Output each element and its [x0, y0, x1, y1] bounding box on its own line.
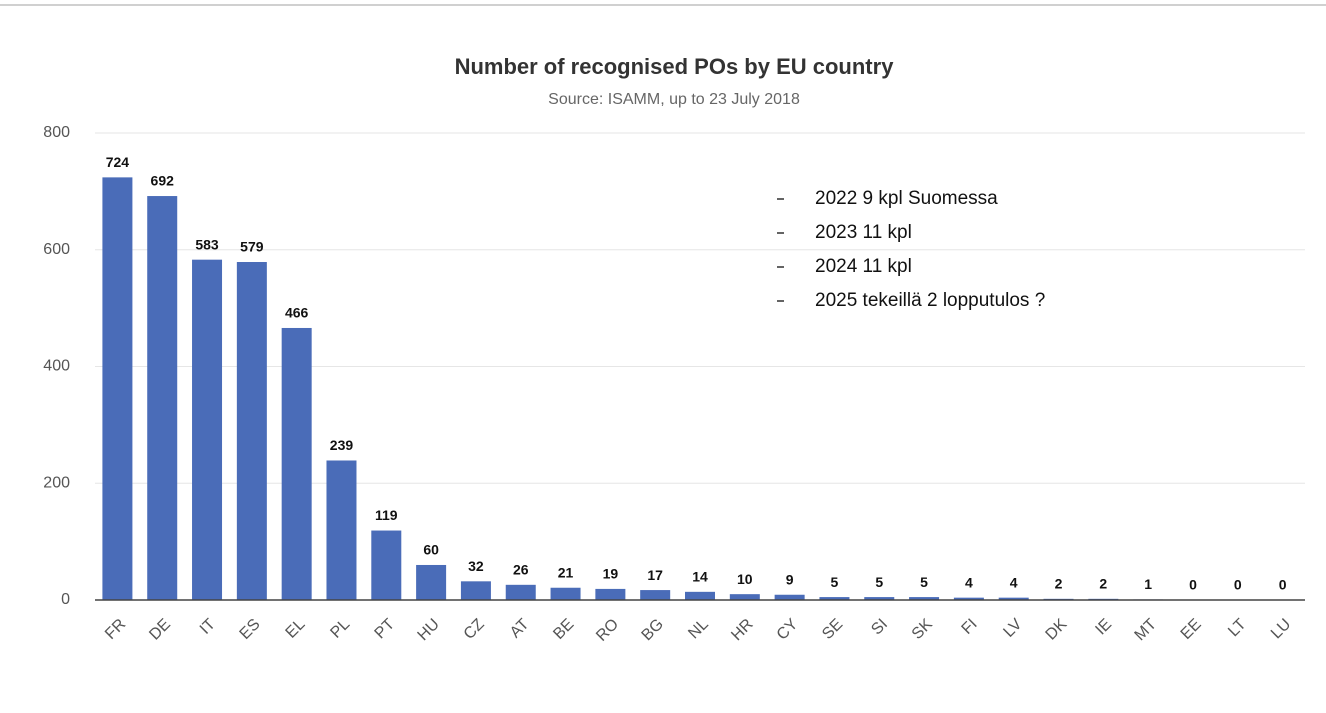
bar — [729, 594, 760, 600]
x-tick-label: ES — [237, 616, 264, 643]
x-tick-label: FR — [102, 616, 129, 643]
value-label: 239 — [330, 437, 354, 453]
bar — [102, 177, 133, 601]
x-tick-label: LU — [1268, 616, 1294, 642]
x-tick-label: HU — [415, 616, 443, 644]
value-label: 0 — [1234, 577, 1242, 593]
annotation: 2022 9 kpl Suomessa — [815, 188, 998, 209]
value-label: 32 — [468, 558, 484, 574]
y-tick-label: 800 — [43, 124, 70, 141]
value-label: 583 — [195, 236, 219, 252]
value-label: 21 — [558, 564, 574, 580]
value-label: 4 — [1010, 574, 1018, 590]
x-tick-label: IE — [1092, 616, 1115, 639]
value-label: 0 — [1189, 577, 1197, 593]
annotation: 2024 11 kpl — [815, 256, 912, 277]
x-tick-label: PL — [327, 616, 353, 642]
x-tick-label: NL — [685, 616, 712, 643]
x-tick-label: SK — [909, 616, 936, 643]
bar — [909, 597, 940, 600]
annotation: 2023 11 kpl — [815, 222, 912, 243]
value-label: 5 — [875, 574, 883, 590]
y-tick-label: 200 — [43, 474, 70, 491]
bar — [416, 564, 447, 600]
value-label: 10 — [737, 571, 753, 587]
value-label: 4 — [965, 574, 973, 590]
x-tick-label: SE — [819, 616, 846, 643]
value-label: 466 — [285, 305, 309, 321]
value-label: 9 — [786, 571, 794, 587]
x-tick-label: LV — [1000, 616, 1025, 641]
x-tick-label: EL — [283, 616, 309, 642]
bar — [147, 196, 178, 601]
y-tick-label: 0 — [61, 591, 70, 608]
x-tick-label: RO — [593, 616, 622, 645]
x-tick-label: BG — [639, 616, 667, 644]
value-label: 2 — [1055, 576, 1063, 592]
bar — [640, 590, 671, 600]
x-tick-label: DK — [1043, 616, 1071, 644]
bar — [953, 597, 984, 600]
bar — [505, 584, 536, 600]
x-tick-label: MT — [1132, 616, 1161, 645]
value-label: 19 — [603, 566, 619, 582]
bar — [460, 581, 491, 600]
value-label: 724 — [106, 154, 130, 170]
value-label: 14 — [692, 569, 708, 585]
value-label: 579 — [240, 239, 264, 255]
x-tick-label: FI — [959, 616, 981, 638]
y-tick-label: 600 — [43, 241, 70, 258]
bar — [819, 597, 850, 600]
bar — [685, 591, 715, 600]
value-label: 5 — [920, 574, 928, 590]
value-label: 2 — [1099, 576, 1107, 592]
x-tick-label: EE — [1178, 616, 1205, 643]
bar — [864, 597, 895, 600]
x-tick-label: BE — [550, 616, 577, 643]
value-label: 692 — [151, 173, 175, 189]
x-tick-label: HR — [728, 616, 756, 644]
value-label: 26 — [513, 562, 529, 578]
bar — [236, 262, 267, 600]
annotation: 2025 tekeillä 2 lopputulos ? — [815, 290, 1045, 311]
chart-title: Number of recognised POs by EU country — [455, 54, 895, 79]
x-tick-label: IT — [197, 616, 219, 638]
bar — [550, 587, 581, 600]
x-tick-label: SI — [868, 616, 891, 639]
y-tick-label: 400 — [43, 358, 70, 375]
x-tick-label: CY — [774, 616, 802, 644]
bar — [326, 460, 357, 600]
value-label: 119 — [375, 507, 398, 523]
x-tick-label: DE — [146, 616, 174, 644]
value-label: 1 — [1144, 576, 1152, 592]
bar — [371, 530, 402, 600]
x-tick-label: PT — [372, 616, 399, 643]
value-label: 60 — [423, 542, 439, 558]
value-label: 5 — [831, 574, 839, 590]
bar — [774, 594, 805, 600]
x-tick-label: AT — [507, 616, 533, 642]
x-tick-label: CZ — [461, 616, 488, 643]
x-tick-label: LT — [1225, 616, 1250, 641]
bar — [281, 327, 312, 600]
bar — [998, 597, 1029, 600]
bar — [192, 259, 223, 600]
chart-subtitle: Source: ISAMM, up to 23 July 2018 — [548, 91, 800, 108]
value-label: 0 — [1279, 577, 1287, 593]
bar — [595, 588, 626, 600]
value-label: 17 — [647, 567, 663, 583]
